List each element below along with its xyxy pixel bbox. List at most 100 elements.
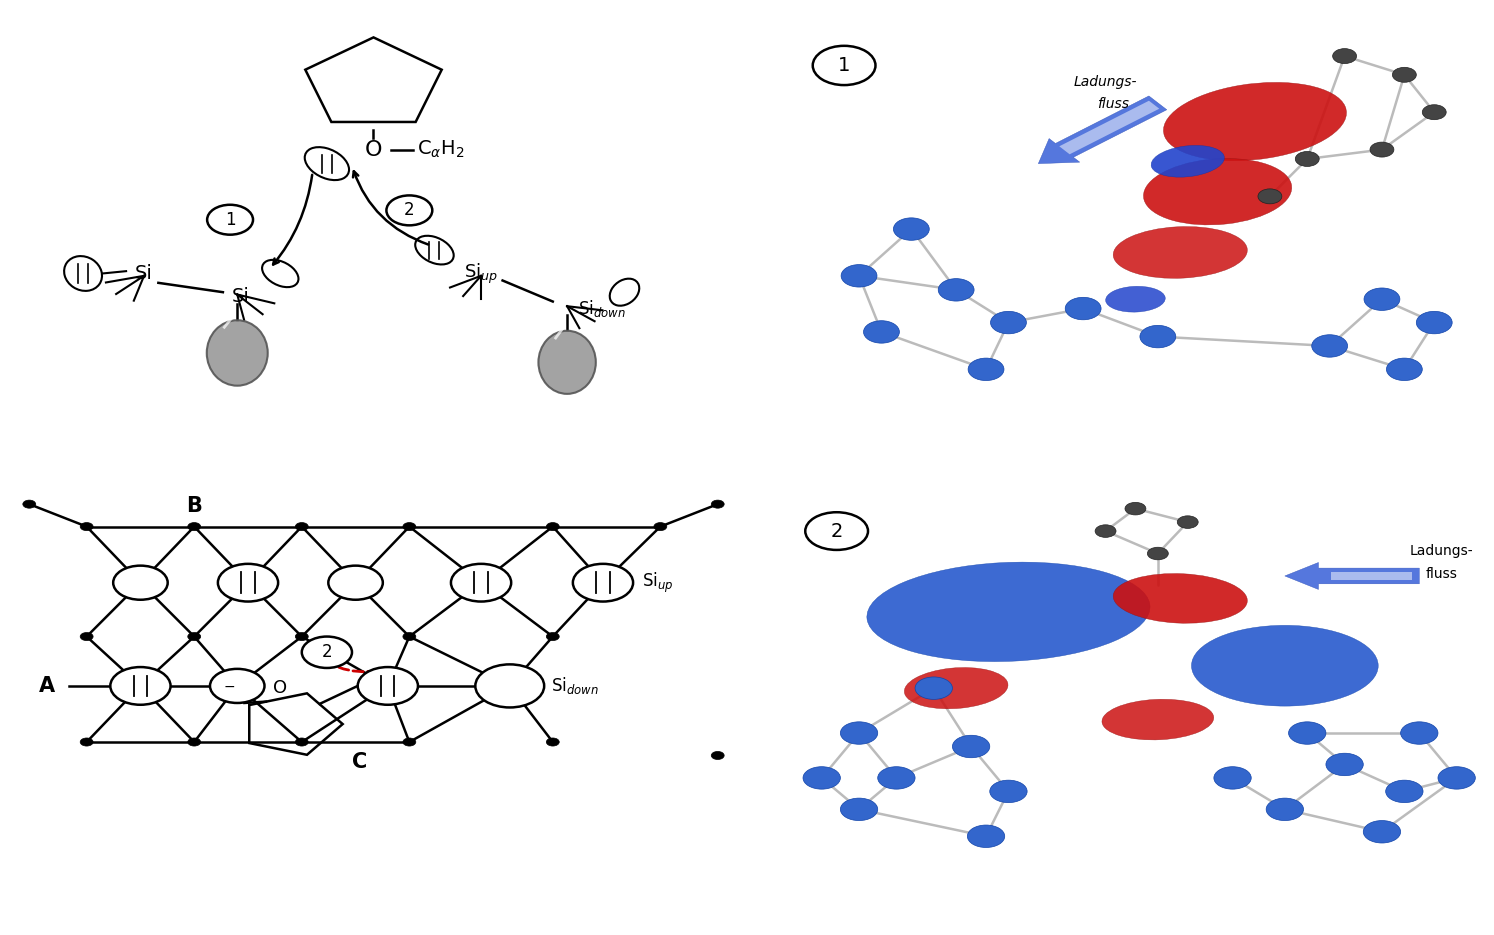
Circle shape xyxy=(1258,189,1282,204)
Circle shape xyxy=(403,632,415,640)
Circle shape xyxy=(805,512,868,550)
Circle shape xyxy=(864,321,899,343)
Circle shape xyxy=(841,265,877,287)
Text: Si$_{up}$: Si$_{up}$ xyxy=(465,262,498,285)
Circle shape xyxy=(1437,767,1476,789)
Text: Si$_{down}$: Si$_{down}$ xyxy=(578,298,626,319)
Text: Si: Si xyxy=(134,264,152,283)
FancyArrow shape xyxy=(1331,572,1412,580)
Circle shape xyxy=(1288,722,1327,744)
Circle shape xyxy=(1386,358,1422,381)
Ellipse shape xyxy=(415,236,454,265)
Circle shape xyxy=(1295,151,1319,166)
Circle shape xyxy=(654,523,666,531)
Circle shape xyxy=(296,523,308,531)
Ellipse shape xyxy=(538,331,596,394)
Text: fluss: fluss xyxy=(1425,567,1458,581)
Ellipse shape xyxy=(1113,573,1247,624)
Circle shape xyxy=(840,722,877,744)
Circle shape xyxy=(451,564,511,601)
Text: A: A xyxy=(39,676,55,696)
Circle shape xyxy=(81,523,93,531)
Text: C: C xyxy=(351,753,368,772)
Circle shape xyxy=(1386,780,1422,802)
Circle shape xyxy=(114,566,167,599)
FancyArrow shape xyxy=(1059,101,1159,154)
Text: Si$_{down}$: Si$_{down}$ xyxy=(551,675,599,697)
Circle shape xyxy=(547,632,559,640)
Circle shape xyxy=(302,637,353,668)
Circle shape xyxy=(218,564,278,601)
Circle shape xyxy=(1327,754,1363,776)
Circle shape xyxy=(547,738,559,746)
Circle shape xyxy=(711,752,725,759)
Circle shape xyxy=(1147,547,1168,560)
Circle shape xyxy=(1312,335,1348,357)
Circle shape xyxy=(208,205,252,235)
Circle shape xyxy=(1392,67,1416,82)
Circle shape xyxy=(1065,297,1101,320)
Text: Ladungs-: Ladungs- xyxy=(1074,75,1137,89)
Text: $-$: $-$ xyxy=(223,679,235,693)
Circle shape xyxy=(968,358,1004,381)
Circle shape xyxy=(953,735,989,757)
Circle shape xyxy=(81,738,93,746)
Circle shape xyxy=(1401,722,1439,744)
Ellipse shape xyxy=(904,668,1008,709)
Circle shape xyxy=(81,632,93,640)
Ellipse shape xyxy=(305,147,350,180)
Circle shape xyxy=(188,632,200,640)
Circle shape xyxy=(403,738,415,746)
Ellipse shape xyxy=(1103,699,1213,740)
Ellipse shape xyxy=(1143,158,1292,225)
Circle shape xyxy=(1363,821,1401,843)
Ellipse shape xyxy=(1150,146,1225,177)
Circle shape xyxy=(296,632,308,640)
Circle shape xyxy=(1416,311,1452,334)
Circle shape xyxy=(1213,767,1250,789)
Circle shape xyxy=(1364,288,1400,310)
Circle shape xyxy=(329,566,382,599)
Circle shape xyxy=(357,667,418,705)
Circle shape xyxy=(813,46,875,85)
Circle shape xyxy=(547,523,559,531)
Circle shape xyxy=(1422,105,1446,120)
Circle shape xyxy=(475,665,544,708)
Circle shape xyxy=(711,500,725,509)
Ellipse shape xyxy=(64,256,102,291)
Text: 2: 2 xyxy=(403,201,415,220)
Text: Si$_{up}$: Si$_{up}$ xyxy=(642,570,674,595)
Text: O: O xyxy=(273,679,287,698)
Ellipse shape xyxy=(206,320,267,385)
Circle shape xyxy=(1177,516,1198,528)
Circle shape xyxy=(387,195,432,225)
Text: fluss: fluss xyxy=(1097,97,1129,110)
Text: 2: 2 xyxy=(321,643,332,661)
Text: C$_\alpha$H$_2$: C$_\alpha$H$_2$ xyxy=(417,139,465,160)
Ellipse shape xyxy=(1192,626,1379,706)
Ellipse shape xyxy=(1164,82,1346,161)
Ellipse shape xyxy=(261,260,299,287)
Ellipse shape xyxy=(610,279,639,306)
Circle shape xyxy=(991,311,1026,334)
Circle shape xyxy=(1095,525,1116,538)
Circle shape xyxy=(1267,798,1304,821)
Circle shape xyxy=(1333,49,1357,64)
Circle shape xyxy=(968,825,1005,847)
Text: Si: Si xyxy=(232,287,249,307)
Circle shape xyxy=(893,218,929,240)
Circle shape xyxy=(1125,502,1146,515)
Text: 2: 2 xyxy=(831,522,843,540)
Circle shape xyxy=(188,738,200,746)
Circle shape xyxy=(914,677,953,699)
Circle shape xyxy=(1370,142,1394,157)
Text: 1: 1 xyxy=(224,210,236,229)
Circle shape xyxy=(938,279,974,301)
Circle shape xyxy=(211,669,264,703)
Circle shape xyxy=(403,523,415,531)
Ellipse shape xyxy=(1106,286,1165,312)
Circle shape xyxy=(572,564,633,601)
Ellipse shape xyxy=(1113,226,1247,279)
Circle shape xyxy=(296,738,308,746)
Text: 1: 1 xyxy=(838,56,850,75)
